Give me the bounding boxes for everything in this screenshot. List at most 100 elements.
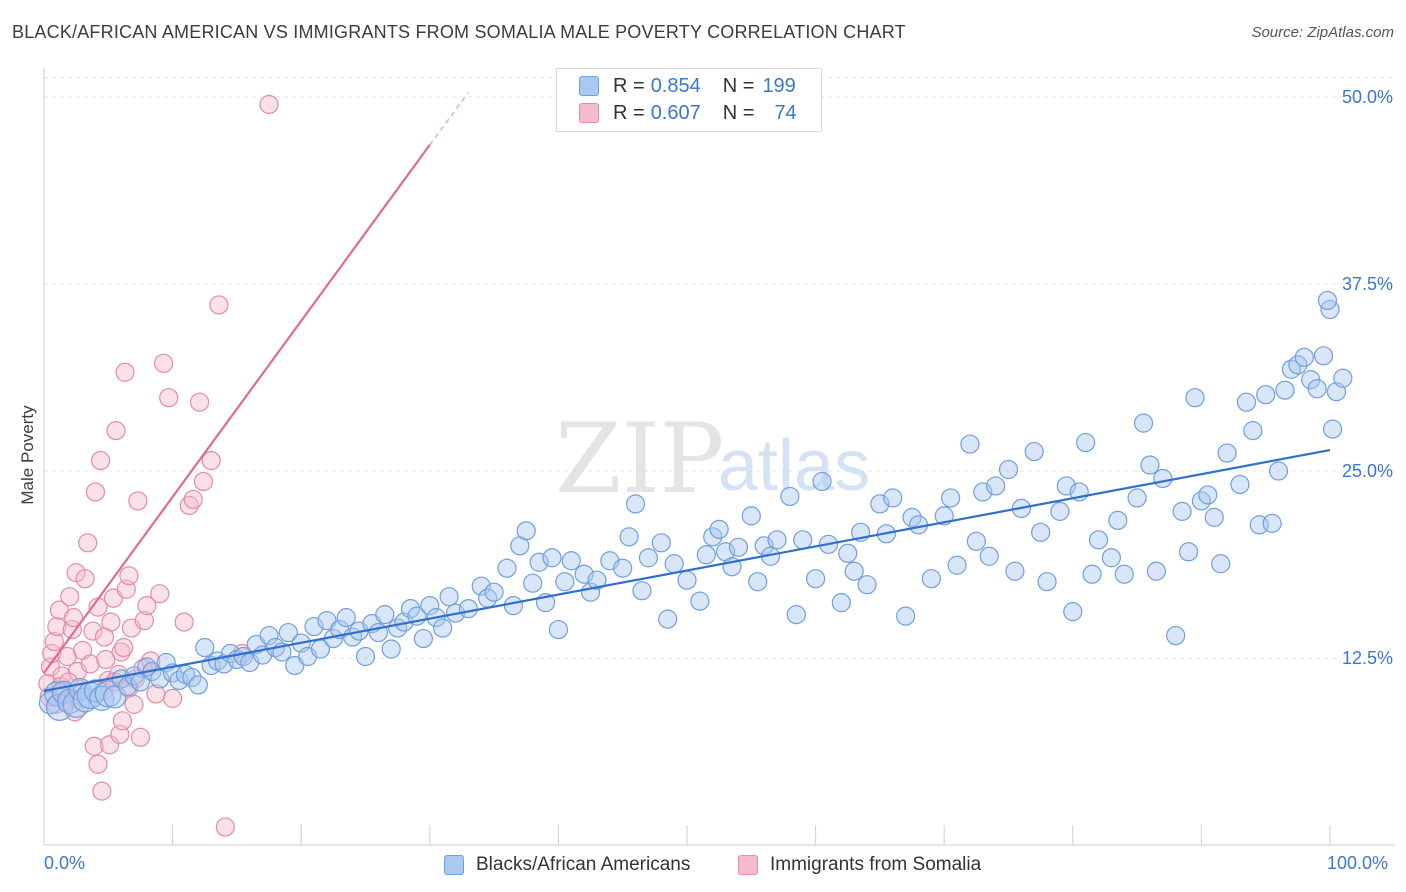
somalia-point: [99, 735, 120, 755]
blacks-point: [1262, 513, 1282, 533]
blacks-point: [188, 675, 208, 695]
blacks-point: [966, 531, 986, 551]
bottom-legend-blacks: Blacks/African Americans: [444, 853, 690, 877]
somalia-point: [106, 421, 126, 441]
blacks-point: [1088, 530, 1109, 550]
somalia-point: [78, 533, 98, 553]
blacks-point: [1172, 501, 1192, 521]
somalia-point: [209, 295, 229, 315]
y-tick-label: 50.0%: [1342, 87, 1393, 107]
axes: [43, 68, 1395, 846]
somalia-point: [159, 388, 179, 408]
blacks-point: [1204, 507, 1224, 527]
correlation-legend: R = 0.854 N = 199 R = 0.607 N = 74: [556, 68, 822, 132]
blacks-point: [1288, 355, 1308, 375]
somalia-point: [137, 596, 157, 616]
somalia-point: [94, 627, 115, 647]
blacks-point: [1050, 501, 1070, 521]
blacks-point: [117, 676, 138, 697]
blacks-point: [998, 459, 1019, 480]
blacks-point: [844, 561, 864, 581]
blacks-point: [690, 591, 710, 611]
blacks-point: [529, 552, 549, 572]
blacks-point: [400, 599, 421, 619]
blacks-point: [1140, 455, 1160, 475]
somalia-point: [259, 94, 279, 115]
somalia-trend-extension: [429, 92, 469, 146]
bottom-legend-somalia: Immigrants from Somalia: [738, 853, 981, 877]
legend-n-value: 74: [774, 101, 797, 124]
somalia-point: [128, 491, 148, 511]
blacks-point: [1322, 419, 1343, 439]
somalia-point: [80, 654, 100, 674]
somalia-point: [150, 584, 170, 604]
somalia-point: [63, 608, 84, 628]
blacks-point: [195, 637, 215, 658]
blacks-point: [838, 543, 858, 563]
blacks-point: [94, 680, 122, 708]
y-tick-label: 12.5%: [1342, 648, 1393, 668]
blacks-point: [484, 582, 504, 602]
blacks-point: [1243, 421, 1263, 441]
somalia-point: [84, 736, 104, 756]
blacks-point: [786, 605, 806, 625]
legend-r-value: 0.607: [650, 101, 701, 124]
blacks-point: [677, 570, 697, 590]
legend-n-label: N =: [722, 74, 755, 97]
blacks-point: [555, 572, 575, 592]
somalia-point: [130, 727, 151, 747]
blacks-point: [214, 654, 234, 674]
bottom-legend-label: Immigrants from Somalia: [770, 854, 982, 875]
legend-row-somalia: R = 0.607 N = 74: [579, 101, 797, 125]
blacks-point: [1317, 290, 1338, 311]
watermark-atlas: atlas: [718, 426, 870, 506]
somalia-point: [215, 817, 235, 837]
legend-r-label: R =: [613, 74, 645, 97]
blacks-point: [979, 546, 999, 566]
blacks-point: [182, 667, 202, 688]
blacks-point: [960, 434, 980, 454]
blacks-point: [503, 596, 523, 616]
somalia-point: [163, 688, 183, 708]
y-tick-labels: 12.5% 25.0% 37.5% 50.0%: [1342, 87, 1393, 668]
bottom-legend-swatch-pink: [738, 855, 758, 875]
somalia-point: [85, 482, 106, 502]
blacks-point: [741, 506, 761, 526]
blacks-point: [1230, 474, 1250, 495]
somalia-point: [201, 450, 221, 471]
blacks-point: [497, 558, 517, 578]
blacks-point: [658, 609, 678, 629]
somalia-point: [119, 566, 139, 586]
blacks-point: [1166, 625, 1186, 646]
legend-n-value: 199: [762, 74, 796, 97]
series-somalia-points: [38, 94, 279, 837]
somalia-point: [153, 353, 174, 373]
blacks-point: [728, 537, 749, 557]
trend-lines: [43, 92, 1331, 692]
blacks-point: [619, 527, 639, 547]
blacks-point: [902, 507, 922, 527]
blacks-point: [883, 488, 903, 508]
x-tick-label-min: 0.0%: [44, 853, 86, 873]
blacks-point: [420, 596, 440, 616]
blacks-point: [664, 554, 684, 574]
blacks-point: [696, 545, 716, 565]
bottom-legend-swatch-blue: [444, 855, 464, 875]
blacks-point: [1256, 385, 1276, 405]
somalia-point: [174, 612, 194, 632]
somalia-point: [47, 616, 67, 637]
blacks-point: [516, 521, 536, 541]
somalia-point: [75, 569, 95, 589]
blacks-point: [709, 519, 729, 539]
blacks-point: [1185, 388, 1205, 408]
blacks-point: [1037, 572, 1057, 592]
somalia-point: [190, 392, 210, 412]
somalia-point: [115, 362, 135, 382]
blacks-point: [1313, 346, 1334, 366]
blacks-point: [523, 573, 543, 593]
somalia-point: [90, 450, 111, 471]
somalia-point: [92, 781, 112, 801]
blacks-point: [805, 569, 826, 589]
blacks-point: [767, 530, 787, 550]
blacks-point: [793, 530, 813, 550]
